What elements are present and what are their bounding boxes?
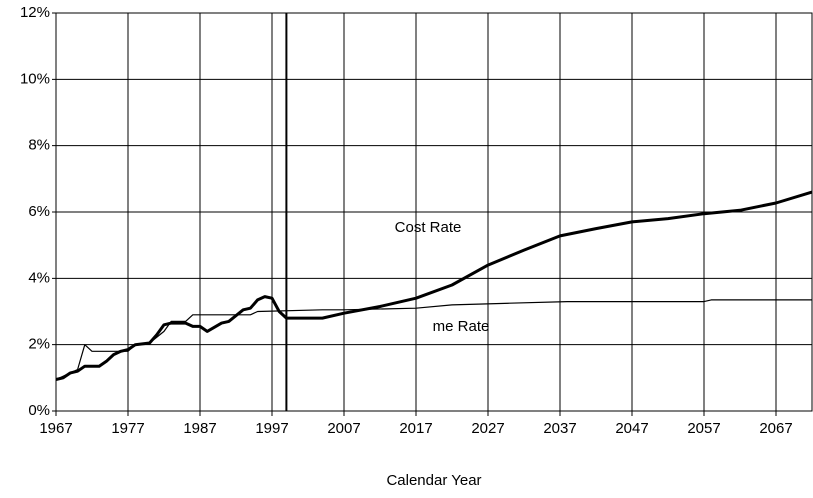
y-tick-label: 12% — [20, 4, 50, 21]
series-label: Cost Rate — [395, 219, 462, 236]
y-tick-label: 6% — [28, 203, 50, 220]
plot-frame — [55, 12, 813, 412]
x-tick-label: 2057 — [687, 420, 720, 437]
series-line — [55, 190, 813, 381]
x-tick-label: 1977 — [111, 420, 144, 437]
x-tick-label: 1987 — [183, 420, 216, 437]
y-tick-label: 4% — [28, 269, 50, 286]
x-tick-label: 2037 — [543, 420, 576, 437]
y-tick-label: 0% — [28, 402, 50, 419]
series-line — [55, 299, 812, 381]
x-tick-label: 2047 — [615, 420, 648, 437]
y-tick-label: 2% — [28, 336, 50, 353]
x-tick-label: 2067 — [759, 420, 792, 437]
series-label: me Rate — [433, 318, 490, 335]
x-axis-label: Calendar Year — [386, 472, 481, 489]
y-tick-label: 10% — [20, 70, 50, 87]
x-tick-label: 1967 — [39, 420, 72, 437]
x-tick-label: 1997 — [255, 420, 288, 437]
x-tick-label: 2007 — [327, 420, 360, 437]
y-tick-label: 8% — [28, 137, 50, 154]
x-tick-label: 2027 — [471, 420, 504, 437]
x-tick-label: 2017 — [399, 420, 432, 437]
